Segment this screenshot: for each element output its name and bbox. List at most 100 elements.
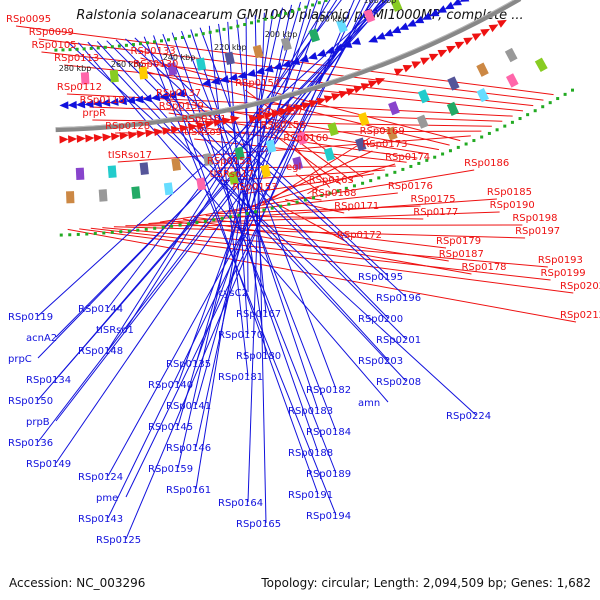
- gene-leader-line: [205, 215, 424, 220]
- gene-label-forward: RSp0099: [29, 27, 74, 38]
- gene-label-reverse: RSp0146: [166, 443, 211, 454]
- track-dot: [144, 227, 148, 231]
- forward-gene-arrow: [93, 133, 104, 142]
- track-dot: [320, 194, 324, 198]
- gene-label-reverse: RSp0167: [236, 309, 281, 320]
- gene-label-forward: RSp0112: [57, 82, 102, 93]
- track-dot: [96, 46, 100, 50]
- reverse-gene-arrow: [375, 32, 386, 40]
- gene-label-forward: RSp0179: [436, 236, 481, 247]
- forward-gene-arrow: [278, 108, 289, 116]
- gene-label-forward: RSp0169: [360, 126, 405, 137]
- forward-gene-arrow: [256, 113, 266, 122]
- forward-gene-arrow: [271, 110, 282, 118]
- feature-block: [357, 112, 370, 127]
- forward-gene-arrow-shape: [463, 37, 474, 46]
- reverse-gene-arrow: [201, 78, 212, 87]
- gene-label-forward: RSp0168: [311, 188, 356, 199]
- track-dot: [287, 202, 291, 206]
- feature-block: [203, 152, 213, 167]
- feature-block: [504, 47, 518, 63]
- feature-block: [476, 62, 489, 77]
- forward-gene-arrow: [308, 99, 319, 108]
- gene-leader-line: [228, 192, 398, 213]
- gene-label-forward: RSp0175: [411, 194, 456, 205]
- gene-label-reverse: RSp0144: [78, 304, 123, 315]
- track-dot: [119, 230, 123, 234]
- gene-leader-line: [78, 42, 389, 403]
- track-dot: [127, 229, 131, 233]
- track-dot: [152, 40, 156, 44]
- feature-block: [171, 158, 182, 172]
- forward-gene-arrow-shape: [204, 120, 215, 129]
- feature-block: [296, 131, 308, 146]
- reverse-gene-arrow: [210, 77, 221, 85]
- forward-gene-arrow-shape: [162, 127, 172, 136]
- reverse-gene-arrow-shape: [201, 78, 212, 87]
- gene-label-forward: tISRso17: [210, 169, 254, 180]
- track-dot: [243, 23, 247, 27]
- reverse-gene-arrow: [142, 94, 152, 103]
- forward-gene-arrow-shape: [393, 68, 404, 76]
- forward-gene-arrow: [196, 121, 206, 130]
- gene-leader-line: [125, 0, 338, 330]
- reverse-gene-arrow-shape: [375, 32, 386, 40]
- track-dot: [89, 46, 93, 50]
- feature-block: [98, 189, 108, 202]
- forward-gene-arrow-shape: [480, 28, 491, 37]
- gene-label-reverse: RSp0181: [218, 372, 263, 383]
- forward-gene-arrow-shape: [196, 121, 206, 130]
- gene-leader-line: [292, 144, 331, 188]
- track-dot: [563, 92, 567, 96]
- map-title: Ralstonia solanacearum GMI1000 plasmid p…: [76, 8, 524, 23]
- gene-label-reverse: RSp0189: [306, 469, 351, 480]
- gene-label-forward: RSp0187: [439, 249, 484, 260]
- reverse-gene-arrow-shape: [59, 101, 69, 110]
- gene-label-forward: RSp0113: [54, 53, 99, 64]
- gene-label-forward: RSp0171: [334, 201, 379, 212]
- feature-block: [66, 191, 75, 204]
- feature-block: [355, 137, 367, 152]
- track-dot: [377, 176, 381, 180]
- track-dot: [393, 170, 397, 174]
- feature-block: [138, 66, 149, 80]
- feature-block: [447, 76, 460, 91]
- gene-leader-line: [107, 0, 331, 351]
- track-dot: [401, 167, 405, 171]
- track-dot: [68, 233, 72, 237]
- feature-block: [265, 139, 277, 154]
- track-dot: [480, 135, 484, 139]
- gene-leader-line: [194, 138, 407, 163]
- track-dot: [220, 216, 224, 220]
- reverse-gene-arrow: [150, 93, 161, 102]
- reverse-gene-arrow-shape: [391, 25, 402, 34]
- track-dot: [237, 213, 241, 217]
- track-dot: [236, 24, 240, 28]
- gene-label-forward: RSp0197: [515, 226, 560, 237]
- gene-label-forward: tISRso17: [108, 150, 152, 161]
- reverse-gene-arrow: [167, 90, 177, 99]
- forward-gene-arrow: [59, 135, 69, 144]
- forward-gene-arrow: [213, 118, 223, 127]
- reverse-gene-arrow: [437, 5, 447, 13]
- reverse-gene-arrow-shape: [67, 100, 77, 109]
- forward-gene-arrow-shape: [187, 123, 198, 132]
- gene-label-forward: RSp0105: [31, 40, 76, 51]
- feature-block: [336, 19, 348, 34]
- track-dot: [487, 131, 491, 135]
- feature-block: [109, 69, 119, 83]
- track-dot: [263, 17, 267, 21]
- reverse-gene-arrow-shape: [452, 0, 462, 6]
- reverse-gene-arrow-shape: [383, 28, 394, 37]
- forward-gene-arrow-shape: [179, 124, 189, 133]
- track-dot: [103, 45, 107, 49]
- gene-label-reverse: RSp0164: [218, 498, 263, 509]
- forward-gene-arrow: [402, 65, 413, 73]
- scale-label: 240 kbp: [163, 53, 196, 62]
- gene-label-reverse: RSp0184: [306, 427, 351, 438]
- gene-leader-line: [236, 19, 267, 314]
- forward-gene-arrow: [136, 130, 147, 139]
- reverse-gene-arrow-shape: [272, 62, 283, 70]
- forward-gene-arrow-shape: [420, 57, 431, 66]
